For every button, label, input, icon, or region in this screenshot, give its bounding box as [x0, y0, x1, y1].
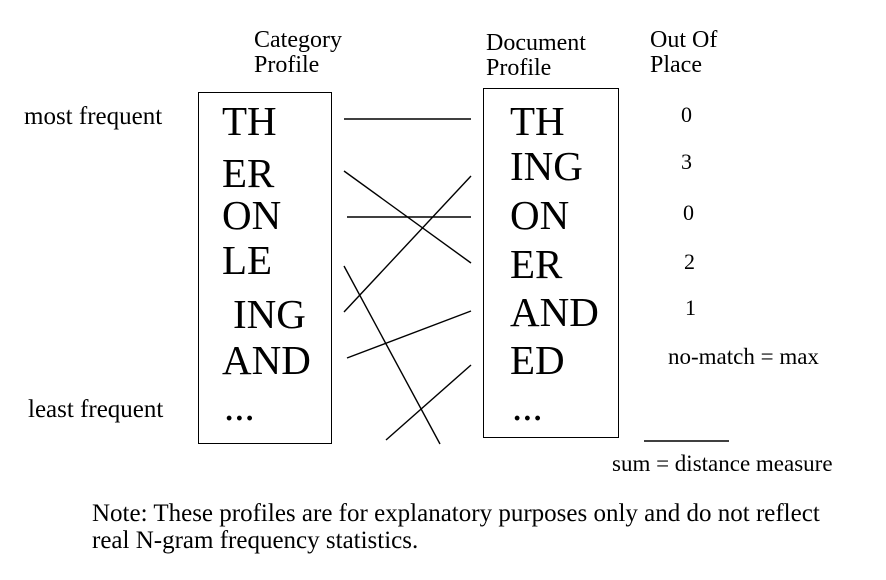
out-of-place-value: 0	[683, 200, 694, 225]
explanatory-note: Note: These profiles are for explanatory…	[92, 500, 820, 554]
mapping-line	[343, 175, 472, 313]
category-ngram: LE	[222, 237, 273, 283]
document-header-line-1: Document	[486, 30, 586, 56]
out-of-place-value: 0	[681, 102, 692, 127]
document-ngram: AND	[510, 289, 599, 335]
out-of-place-value: 1	[685, 295, 696, 320]
mapping-line	[343, 265, 441, 445]
category-profile-header: Category Profile	[254, 28, 342, 78]
out-of-place-header-line-2: Place	[650, 52, 702, 78]
category-ngram: ON	[222, 192, 282, 238]
category-ngram: ING	[233, 291, 306, 337]
mapping-line	[385, 364, 472, 441]
document-ngram: TH	[510, 98, 565, 144]
category-header-line-1: Category	[254, 27, 342, 53]
least-frequent-label: least frequent	[28, 396, 164, 423]
document-ngram: ...	[512, 383, 543, 429]
category-ngram: AND	[222, 337, 311, 383]
no-match-label: no-match = max	[668, 344, 819, 369]
document-ngram: ING	[510, 143, 583, 189]
category-profile-box	[198, 92, 332, 444]
category-header-line-2: Profile	[254, 52, 320, 78]
document-ngram: ON	[510, 192, 570, 238]
category-ngram: ER	[222, 150, 275, 196]
document-profile-box	[483, 88, 619, 438]
category-ngram: TH	[222, 98, 277, 144]
out-of-place-header-line-1: Out Of	[650, 27, 718, 53]
category-ngram: ...	[224, 383, 255, 429]
out-of-place-value: 3	[681, 149, 692, 174]
out-of-place-value: 2	[684, 249, 695, 274]
document-header-line-2: Profile	[486, 55, 552, 81]
sum-label: sum = distance measure	[612, 451, 833, 476]
out-of-place-header: Out Of Place	[650, 28, 717, 78]
mapping-line	[346, 310, 472, 359]
document-ngram: ED	[510, 337, 565, 383]
most-frequent-label: most frequent	[24, 103, 163, 130]
document-profile-header: Document Profile	[486, 31, 586, 81]
document-ngram: ER	[510, 241, 563, 287]
